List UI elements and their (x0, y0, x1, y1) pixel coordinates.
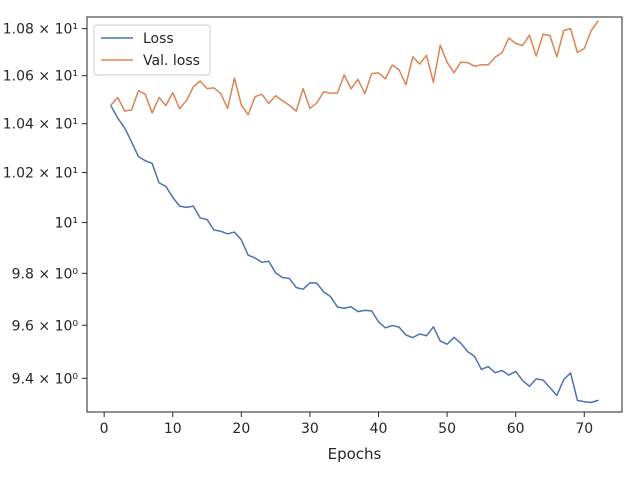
x-tick-label: 0 (100, 421, 109, 437)
x-axis-ticks: 0 10 20 30 40 50 60 70 (100, 412, 593, 437)
x-axis-label: Epochs (328, 445, 382, 463)
y-tick-label: 10¹ (55, 215, 78, 231)
series-lines (110, 20, 599, 404)
series-line-loss (110, 105, 599, 404)
y-tick-label: 1.06 × 10¹ (3, 69, 78, 85)
x-tick-label: 60 (507, 421, 525, 437)
y-tick-label: 9.6 × 10⁰ (12, 318, 79, 334)
y-tick-label: 1.04 × 10¹ (3, 117, 78, 133)
y-tick-label: 9.8 × 10⁰ (12, 266, 79, 282)
plot-frame (86, 16, 623, 413)
series-line-val-loss (110, 20, 599, 116)
x-tick-label: 40 (370, 421, 388, 437)
x-tick-label: 30 (301, 421, 319, 437)
x-tick-label: 50 (438, 421, 456, 437)
y-axis-ticks: 9.4 × 10⁰ 9.6 × 10⁰ 9.8 × 10⁰ 10¹ 1.02 × 10¹… (3, 22, 87, 387)
legend-label-loss: Loss (143, 31, 174, 47)
y-tick-label: 9.4 × 10⁰ (12, 371, 79, 387)
y-tick-label: 1.02 × 10¹ (3, 166, 78, 182)
x-tick-label: 10 (164, 421, 182, 437)
y-tick-label: 1.08 × 10¹ (3, 22, 78, 38)
legend-label-val-loss: Val. loss (143, 53, 200, 69)
x-tick-label: 70 (575, 421, 593, 437)
legend: Loss Val. loss (93, 24, 211, 76)
x-tick-label: 20 (232, 421, 250, 437)
